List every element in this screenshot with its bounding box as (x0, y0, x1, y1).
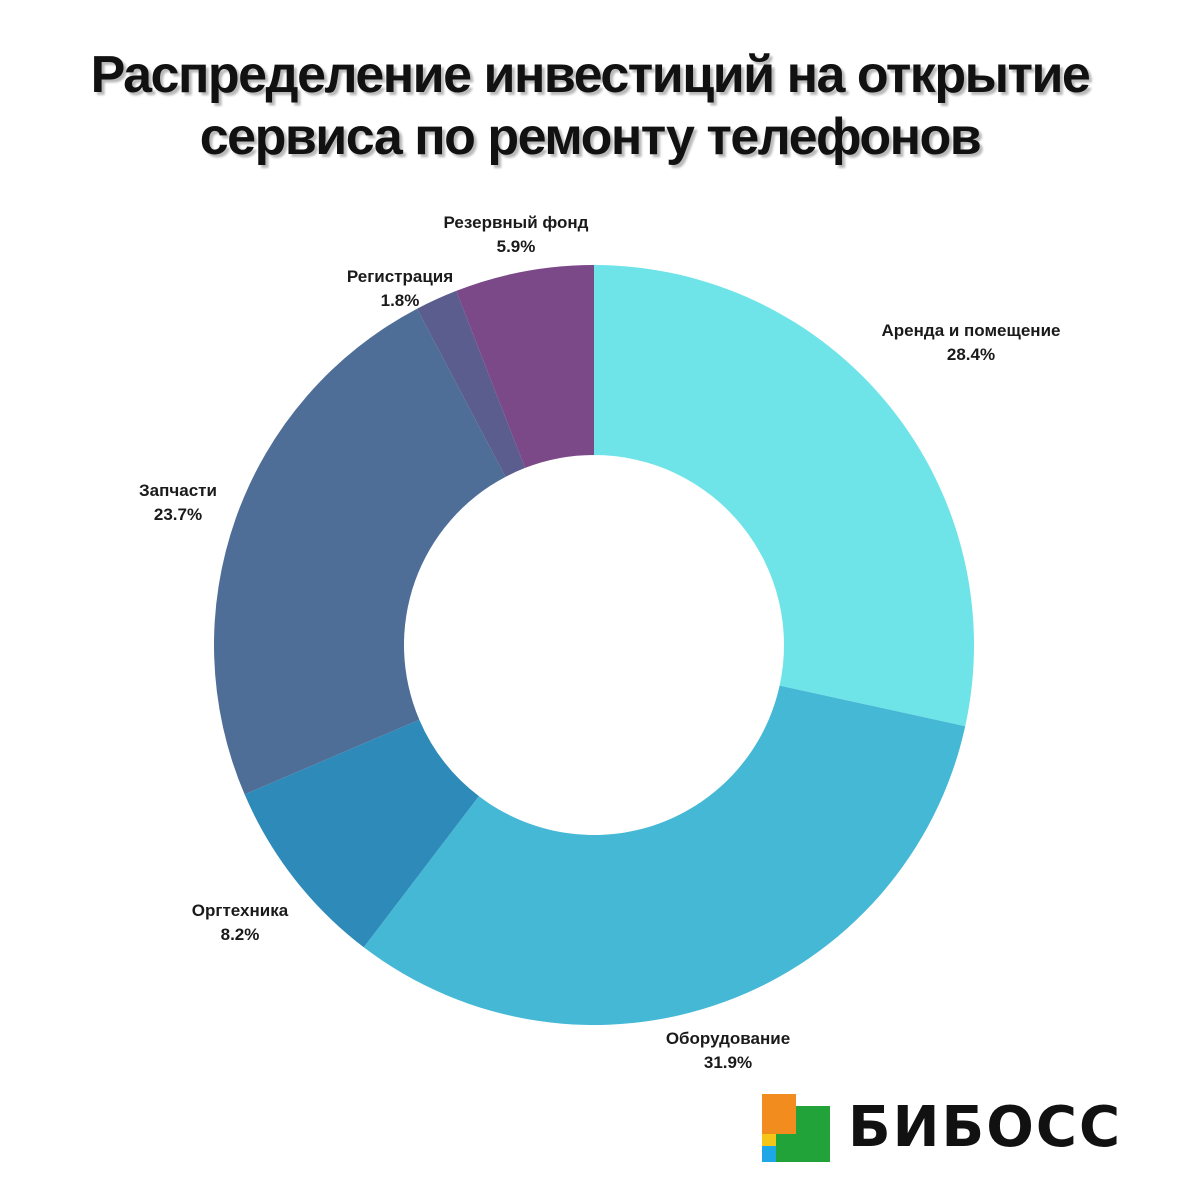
slice-5 (417, 290, 526, 477)
slice-label-value-3: 8.2% (221, 925, 260, 944)
slice-label-value-6: 5.9% (497, 237, 536, 256)
slice-label-value-4: 23.7% (154, 505, 202, 524)
chart-title-line-1: Распределение инвестиций на открытие (90, 46, 1091, 104)
slice-2 (363, 685, 966, 1026)
slice-label-name-3: Оргтехника (192, 901, 289, 920)
slice-3 (244, 719, 479, 948)
slice-label-name-2: Оборудование (666, 1029, 790, 1048)
slice-label-value-1: 28.4% (947, 345, 995, 364)
brand-logo: БИБОСС (762, 1093, 1122, 1163)
slice-label-value-2: 31.9% (704, 1053, 752, 1072)
chart-title: Распределение инвестиций на открытие сер… (0, 44, 1180, 168)
chart-title-line-2: сервиса по ремонту телефонов (199, 108, 982, 166)
slice-6 (456, 265, 594, 468)
slice-label-name-4: Запчасти (139, 481, 217, 500)
slice-labels: Аренда и помещение 28.4% Оборудование 31.9%… (139, 213, 1060, 1072)
donut-slices (214, 265, 975, 1026)
slice-label-name-5: Регистрация (347, 267, 453, 286)
slice-label-name-6: Резервный фонд (444, 213, 589, 232)
slice-label-name-1: Аренда и помещение (882, 321, 1061, 340)
slice-1 (594, 265, 975, 727)
slice-label-value-5: 1.8% (381, 291, 420, 310)
brand-name: БИБОСС (848, 1095, 1123, 1160)
bibioss-logo-icon (762, 1094, 830, 1162)
slice-4 (214, 308, 506, 795)
